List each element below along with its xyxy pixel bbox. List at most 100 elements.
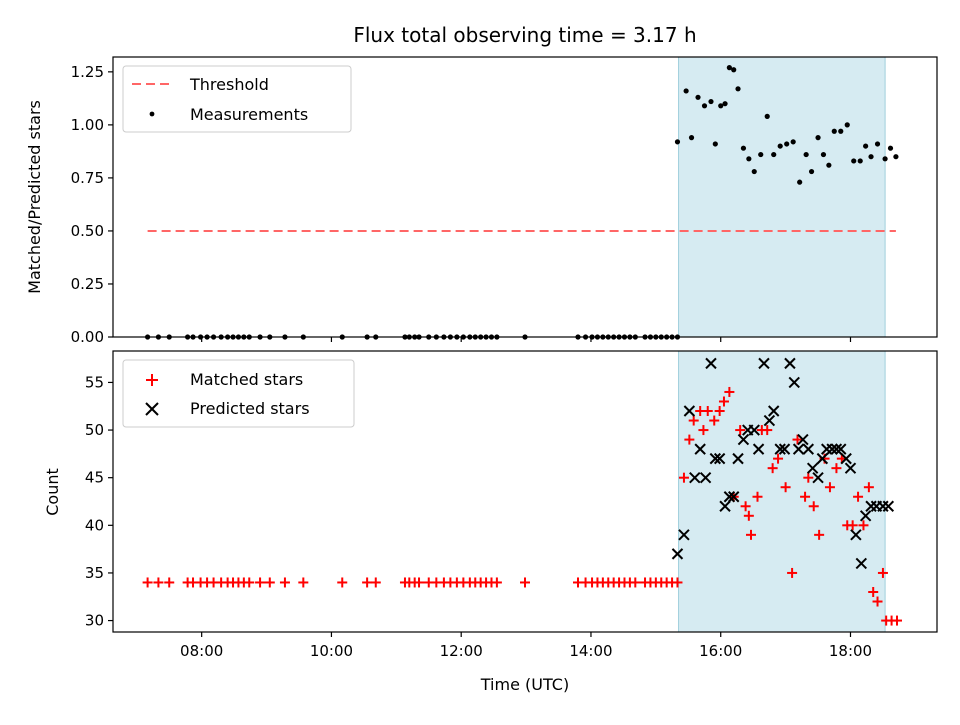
predicted-star-point bbox=[699, 471, 712, 484]
matched-star-point bbox=[803, 472, 814, 483]
matched-star-point bbox=[684, 434, 695, 445]
top-legend: Threshold Measurements bbox=[122, 65, 352, 133]
measurement-point bbox=[868, 154, 874, 160]
legend-threshold-label: Threshold bbox=[189, 75, 269, 94]
measurement-point bbox=[726, 65, 732, 71]
matched-star-point bbox=[762, 425, 773, 436]
y-tick-label: 30 bbox=[85, 612, 104, 630]
flux-ratio-panel: 0.00 0.25 0.50 0.75 1.00 1.25 Flux total obse… bbox=[25, 23, 938, 346]
matched-star-point bbox=[142, 577, 153, 588]
bottom-y-axis: 30 35 40 45 50 55 bbox=[85, 373, 113, 630]
measurement-point bbox=[771, 151, 777, 158]
x-axis-label: Time (UTC) bbox=[480, 675, 569, 694]
matched-star-point bbox=[735, 425, 746, 436]
predicted-stars-points bbox=[671, 357, 895, 570]
matched-star-point bbox=[872, 596, 883, 607]
matched-star-point bbox=[814, 529, 825, 540]
matched-star-point bbox=[678, 472, 689, 483]
matched-star-point bbox=[164, 577, 175, 588]
measurement-point bbox=[803, 151, 809, 158]
predicted-star-point bbox=[840, 452, 852, 465]
legend-predicted-label: Predicted stars bbox=[190, 399, 310, 418]
bottom-axes-frame bbox=[112, 350, 938, 633]
predicted-star-point bbox=[678, 529, 690, 541]
matched-star-point bbox=[800, 491, 811, 502]
y-tick-label: 1.00 bbox=[71, 116, 104, 134]
predicted-star-point bbox=[732, 452, 744, 465]
matched-star-point bbox=[337, 577, 348, 588]
matched-star-point bbox=[743, 510, 754, 521]
predicted-star-point bbox=[689, 471, 701, 484]
matched-star-point bbox=[824, 482, 835, 493]
predicted-star-point bbox=[671, 548, 684, 560]
predicted-star-point bbox=[763, 414, 776, 427]
x-tick-label: 12:00 bbox=[440, 642, 483, 660]
measurement-point bbox=[731, 67, 737, 73]
predicted-star-point bbox=[855, 557, 868, 570]
predicted-star-point bbox=[792, 443, 805, 455]
observing-span-bottom bbox=[678, 350, 886, 633]
top-x-ticks bbox=[201, 337, 852, 342]
bottom-legend: Matched stars Predicted stars bbox=[122, 359, 355, 428]
matched-star-point bbox=[672, 577, 683, 588]
legend-measurements-swatch bbox=[149, 111, 155, 117]
x-tick-label: 18:00 bbox=[829, 642, 872, 660]
predicted-star-point bbox=[737, 433, 750, 446]
predicted-star-point bbox=[844, 462, 857, 474]
matched-star-point bbox=[255, 577, 266, 588]
measurement-point bbox=[712, 141, 718, 147]
predicted-star-point bbox=[705, 357, 717, 370]
predicted-star-point bbox=[850, 529, 862, 541]
matched-star-point bbox=[787, 567, 798, 578]
matched-star-point bbox=[746, 529, 757, 540]
measurement-point bbox=[831, 128, 837, 134]
measurement-point bbox=[695, 94, 701, 100]
matched-star-point bbox=[298, 577, 309, 588]
legend-matched-label: Matched stars bbox=[190, 370, 303, 389]
predicted-star-point bbox=[748, 424, 760, 436]
y-tick-label: 0.50 bbox=[71, 222, 104, 240]
measurement-point bbox=[777, 143, 783, 149]
predicted-star-point bbox=[723, 491, 736, 503]
matched-stars-points bbox=[142, 386, 902, 626]
matched-star-point bbox=[414, 577, 425, 588]
matched-star-point bbox=[279, 577, 290, 588]
measurement-point bbox=[784, 141, 790, 147]
predicted-star-point bbox=[694, 443, 706, 455]
matched-star-point bbox=[792, 434, 803, 445]
top-axes-frame bbox=[112, 56, 938, 338]
chart-title: Flux total observing time = 3.17 h bbox=[353, 23, 696, 47]
matched-star-point bbox=[752, 491, 763, 502]
predicted-star-point bbox=[788, 376, 800, 389]
matched-star-point bbox=[877, 567, 888, 578]
measurement-point bbox=[758, 151, 764, 158]
matched-star-point bbox=[698, 425, 709, 436]
predicted-star-point bbox=[719, 500, 731, 512]
predicted-star-point bbox=[683, 405, 696, 417]
predicted-star-point bbox=[806, 462, 819, 474]
matched-star-point bbox=[853, 491, 864, 502]
y-tick-label: 40 bbox=[85, 516, 104, 534]
measurement-point bbox=[718, 103, 724, 109]
predicted-star-point bbox=[826, 443, 838, 455]
measurement-point bbox=[722, 101, 728, 107]
matched-star-point bbox=[362, 577, 373, 588]
bottom-y-axis-label: Count bbox=[43, 468, 62, 516]
predicted-star-point bbox=[816, 452, 829, 465]
matched-star-point bbox=[630, 577, 641, 588]
y-tick-label: 0.75 bbox=[71, 169, 104, 187]
matched-star-point bbox=[718, 396, 729, 407]
matched-star-point bbox=[858, 520, 869, 531]
measurement-point bbox=[826, 162, 832, 168]
predicted-star-point bbox=[752, 443, 765, 455]
x-tick-label: 08:00 bbox=[180, 642, 223, 660]
measurement-point bbox=[887, 145, 894, 151]
y-tick-label: 45 bbox=[85, 469, 104, 487]
legend-matched-swatch bbox=[146, 374, 158, 386]
measurement-point bbox=[683, 88, 689, 94]
measurement-point bbox=[838, 128, 844, 134]
predicted-star-point bbox=[797, 433, 809, 446]
predicted-star-point bbox=[713, 452, 726, 465]
legend-measurements-label: Measurements bbox=[190, 105, 308, 124]
